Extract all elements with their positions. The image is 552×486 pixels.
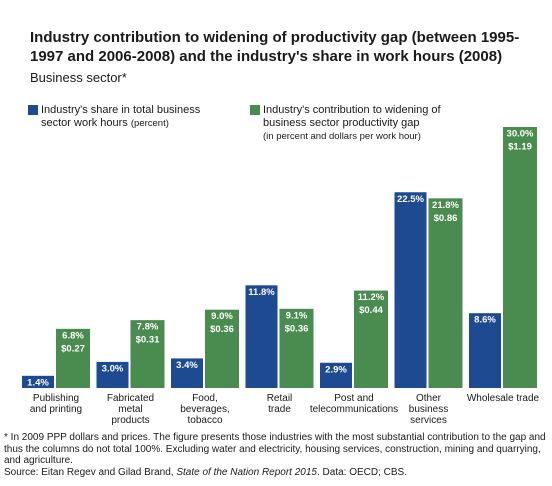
- value-label: 11.8%: [248, 287, 275, 298]
- bar: [130, 320, 165, 388]
- x-tick-label: Publishing and printing: [29, 393, 83, 415]
- bar: [503, 127, 537, 388]
- bar: [205, 309, 239, 388]
- x-tick-label: Post and telecommunications: [309, 393, 399, 415]
- source-title: State of the Nation Report 2015: [176, 466, 317, 478]
- value-label: 22.5%: [397, 194, 424, 205]
- dollar-label: $0.44: [359, 305, 383, 316]
- value-label: 8.6%: [474, 315, 496, 326]
- dollar-label: $0.36: [210, 324, 234, 335]
- source: Source: Eitan Regev and Gilad Brand, Sta…: [4, 467, 548, 479]
- legend-swatch: [28, 105, 38, 115]
- bar: [394, 192, 427, 388]
- dollar-label: $0.86: [434, 213, 458, 224]
- value-label: 3.4%: [176, 360, 198, 371]
- value-label: 2.9%: [325, 364, 347, 375]
- bar: [279, 308, 314, 388]
- notes: * In 2009 PPP dollars and prices. The fi…: [4, 432, 548, 478]
- source-text: Source: Eitan Regev and Gilad Brand,: [4, 466, 177, 478]
- value-label: 6.8%: [62, 330, 84, 341]
- value-label: 30.0%: [507, 129, 534, 140]
- x-tick-label: Other business services: [408, 393, 449, 426]
- legend-label: Industry's share in total business secto…: [41, 104, 201, 129]
- x-tick-label: Retail trade: [266, 393, 293, 415]
- legend-swatch: [250, 105, 260, 115]
- value-label: 9.0%: [211, 311, 233, 322]
- bar: [56, 328, 90, 388]
- x-tick-label: Food, beverages, tobacco: [180, 393, 230, 426]
- x-tick-label: Wholesale trade: [466, 393, 540, 404]
- dollar-label: $1.19: [508, 142, 532, 153]
- value-label: 11.2%: [358, 292, 385, 303]
- legend-unit: (in percent and dollars per work hour): [263, 131, 421, 142]
- value-label: 9.1%: [286, 310, 308, 321]
- dollar-label: $0.31: [136, 335, 160, 346]
- bar: [428, 198, 463, 388]
- bar: [354, 290, 388, 388]
- legend-entry: Industry's contribution to widening of b…: [250, 104, 463, 143]
- value-label: 21.8%: [432, 200, 459, 211]
- bar: [245, 285, 278, 388]
- dollar-label: $0.36: [285, 323, 309, 334]
- source-text: . Data: OECD; CBS.: [316, 466, 408, 478]
- bar: [171, 358, 203, 388]
- legend-label: Industry's contribution to widening of b…: [263, 104, 441, 129]
- legend-unit: (percent): [130, 118, 169, 129]
- chart-subtitle: Business sector*: [30, 70, 127, 85]
- value-label: 1.4%: [27, 377, 49, 388]
- chart-title: Industry contribution to widening of pro…: [30, 29, 520, 65]
- footnote: * In 2009 PPP dollars and prices. The fi…: [4, 432, 546, 466]
- bar: [469, 313, 501, 388]
- x-tick-label: Fabricated metal products: [106, 393, 155, 426]
- legend-entry: Industry's share in total business secto…: [28, 104, 221, 130]
- value-label: 7.8%: [137, 322, 159, 333]
- bar: [320, 362, 352, 388]
- value-label: 3.0%: [102, 363, 124, 374]
- bar: [96, 361, 129, 388]
- dollar-label: $0.27: [61, 343, 85, 354]
- bar: [22, 375, 54, 388]
